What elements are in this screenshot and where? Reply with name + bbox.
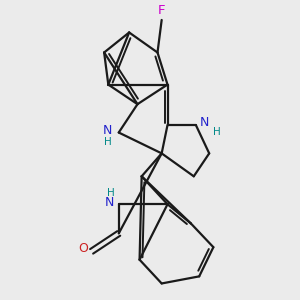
Text: H: H [107,188,115,198]
Text: N: N [105,196,115,209]
Text: N: N [200,116,209,129]
Text: H: H [213,127,221,137]
Text: H: H [104,137,112,147]
Text: N: N [103,124,112,137]
Text: F: F [158,4,165,16]
Text: O: O [78,242,88,255]
